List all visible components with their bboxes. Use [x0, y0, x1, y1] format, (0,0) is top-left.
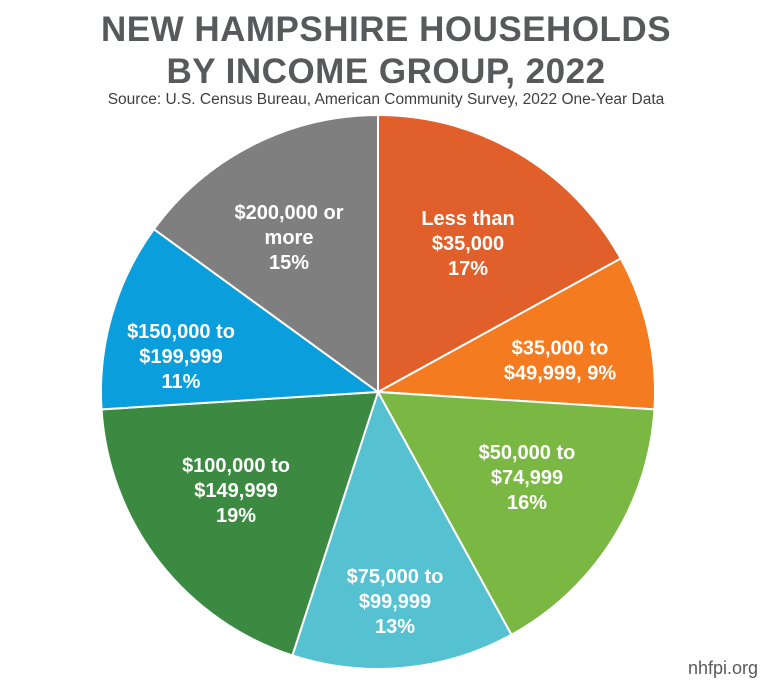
slice-label-line: 11%	[162, 371, 201, 393]
slice-label-line: 15%	[269, 252, 309, 274]
slice-label-3: $50,000 to $74,999 16%	[479, 442, 576, 514]
pie-slice-7	[152, 113, 379, 394]
slice-label-line: $35,000 to	[512, 338, 609, 360]
slice-label-4: $75,000 to $99,999 13%	[347, 566, 444, 638]
slice-label-line: $75,000 to	[347, 566, 444, 588]
chart-title-line-2: BY INCOME GROUP, 2022	[166, 52, 606, 91]
slice-label-line: Less than	[421, 208, 514, 230]
slice-label-line: $149,999	[194, 480, 277, 502]
slice-label-line: 13%	[375, 616, 415, 638]
chart-title-line-1: NEW HAMPSHIRE HOUSEHOLDS	[100, 10, 672, 49]
pie-slice-6	[100, 227, 381, 411]
pie-slice-5	[100, 390, 380, 657]
slice-label-line: 16%	[507, 492, 547, 514]
slice-label-line: $200,000 or	[235, 202, 344, 224]
slice-label-line: $199,999	[139, 346, 222, 368]
slice-label-7: $200,000 or more 15%	[235, 202, 344, 274]
slice-label-line: $50,000 to	[479, 442, 576, 464]
slice-label-line: more	[265, 227, 314, 249]
chart-source: Source: U.S. Census Bureau, American Com…	[107, 91, 665, 108]
slice-label-line: $35,000	[432, 233, 504, 255]
pie-slice-3	[376, 390, 656, 637]
slice-label-line: $49,999, 9%	[504, 363, 617, 385]
slice-label-line: $150,000 to	[127, 321, 235, 343]
slice-label-5: $100,000 to $149,999 19%	[182, 455, 290, 527]
slice-label-line: $100,000 to	[182, 455, 290, 477]
slice-label-line: 19%	[216, 505, 256, 527]
slice-label-6: $150,000 to $199,999 11%	[127, 321, 235, 393]
slice-label-line: 17%	[448, 258, 488, 280]
site-url: nhfpi.org	[687, 658, 758, 678]
slice-label-line: $74,999	[491, 467, 563, 489]
slice-label-2: $35,000 to $49,999, 9%	[504, 338, 617, 385]
slice-label-line: $99,999	[359, 591, 431, 613]
pie-slice-2	[374, 257, 656, 411]
slice-label-1: Less than $35,000 17%	[421, 208, 514, 280]
pie-slice-1	[377, 113, 623, 394]
pie-slice-4	[291, 389, 513, 670]
